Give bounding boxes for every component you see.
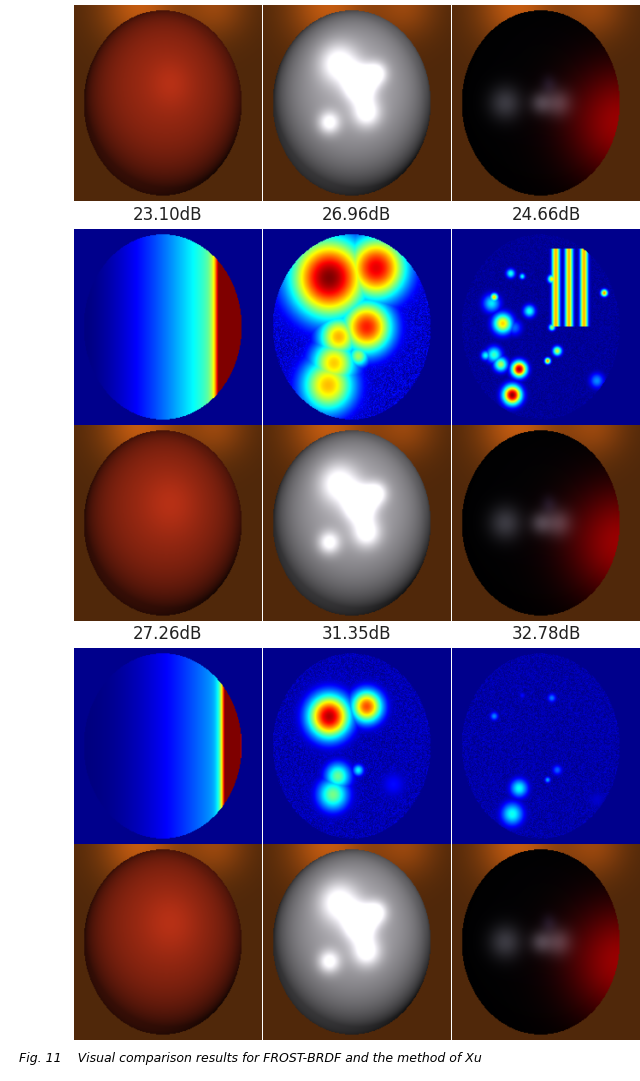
Text: 31.35dB: 31.35dB: [322, 625, 392, 643]
Text: FROST-BRDF: FROST-BRDF: [29, 473, 43, 572]
Text: Xu et al. [32]: Xu et al. [32]: [29, 55, 43, 152]
Text: 23.10dB: 23.10dB: [133, 206, 202, 224]
Text: 24.66dB: 24.66dB: [511, 206, 580, 224]
Text: Fig. 11    Visual comparison results for FROST-BRDF and the method of Xu: Fig. 11 Visual comparison results for FR…: [19, 1052, 482, 1065]
Text: 32.78dB: 32.78dB: [511, 625, 580, 643]
Text: 27.26dB: 27.26dB: [133, 625, 202, 643]
Text: Error: Error: [29, 307, 43, 346]
Text: Reference: Reference: [29, 905, 43, 979]
Text: Error: Error: [29, 726, 43, 765]
Text: 26.96dB: 26.96dB: [322, 206, 392, 224]
